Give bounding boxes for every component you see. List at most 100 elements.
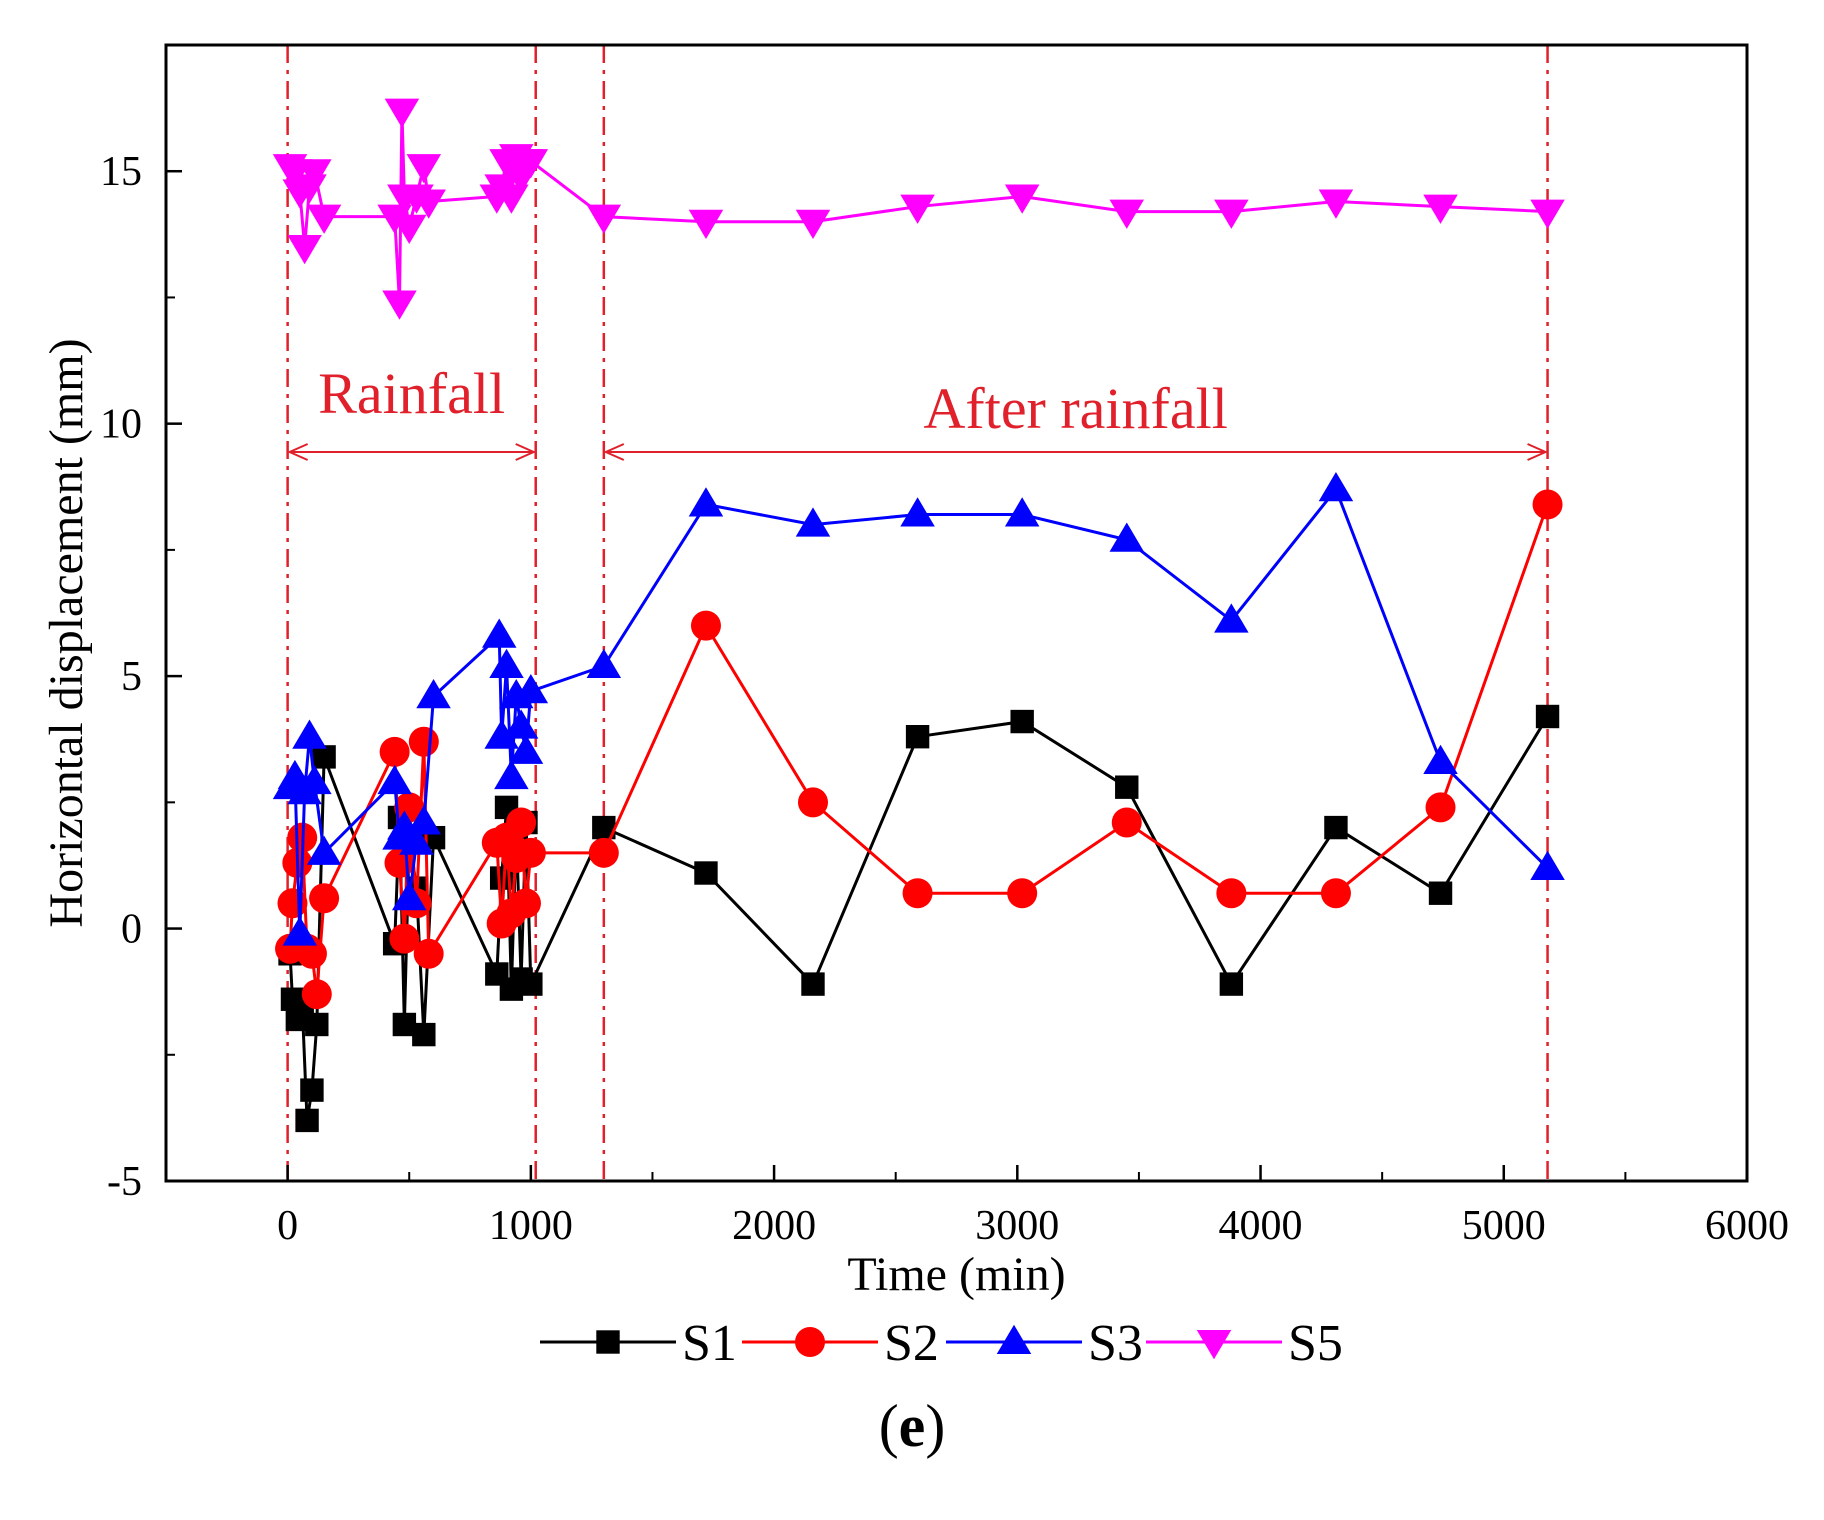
series-s5-point xyxy=(513,149,549,179)
series-s5-point xyxy=(1423,194,1458,224)
series-s1 xyxy=(278,704,1560,1133)
series-s1-point xyxy=(295,1108,319,1133)
series-s5-point xyxy=(1214,199,1249,229)
series-s2-point xyxy=(1216,878,1247,909)
series-s5-point xyxy=(900,194,935,224)
series-s3-point xyxy=(489,648,524,679)
series-s3-point xyxy=(513,674,549,704)
series-s2-point xyxy=(379,736,410,767)
series-s3-point xyxy=(399,825,434,855)
series-s5-point xyxy=(586,204,622,234)
series-s3-point xyxy=(1214,603,1249,633)
series-s1-point xyxy=(412,1022,436,1047)
series-s2-point xyxy=(588,837,619,868)
series-s3-point xyxy=(508,734,544,764)
rainfall-label: Rainfall xyxy=(318,361,505,426)
series-s3-point xyxy=(688,487,724,517)
legend-marker-s1 xyxy=(596,1330,620,1354)
series-s3-point xyxy=(406,805,442,835)
series-s2-point xyxy=(1320,878,1351,909)
legend-label-s2: S2 xyxy=(884,1315,939,1372)
series-s5-point xyxy=(1109,199,1145,229)
x-axis-label: Time (min) xyxy=(847,1248,1065,1301)
series-s2-line xyxy=(288,503,1549,995)
series-s1-point xyxy=(592,815,616,840)
series-s3-point xyxy=(377,764,412,795)
series-s2-point xyxy=(1425,792,1456,823)
series-s3-point xyxy=(1318,472,1354,502)
series-s3-point xyxy=(586,648,622,679)
legend-label-s3: S3 xyxy=(1088,1315,1143,1372)
series-s1-point xyxy=(1535,704,1560,729)
series-s2-point xyxy=(506,807,537,838)
series-s3-point xyxy=(503,709,539,739)
series-s1-point xyxy=(1324,815,1348,840)
y-tick-label: 0 xyxy=(121,907,142,953)
series-s2-point xyxy=(1532,489,1563,520)
after_rainfall-arrow-head-left xyxy=(603,443,625,461)
series-s1-point xyxy=(300,1078,324,1102)
series-s5-point xyxy=(494,184,529,214)
x-tick-label: 6000 xyxy=(1705,1203,1789,1249)
series-s1-point xyxy=(1010,709,1034,734)
x-tick-label: 3000 xyxy=(975,1203,1059,1249)
panel-label: (e) xyxy=(878,1393,946,1459)
series-s3-point xyxy=(1423,744,1458,774)
series-s3-point xyxy=(282,916,318,946)
series-s3 xyxy=(272,472,1565,946)
series-s3-point xyxy=(297,764,332,795)
x-tick-label: 2000 xyxy=(732,1203,816,1249)
series-s5-point xyxy=(391,214,427,245)
series-s2-point xyxy=(902,878,933,909)
series-s5-point xyxy=(287,234,322,265)
series-s3-point xyxy=(494,759,529,790)
y-axis-label: Horizontal displacement (mm) xyxy=(40,338,93,927)
x-tick-label: 0 xyxy=(277,1203,298,1249)
series-s3-point xyxy=(481,618,517,648)
series-s2-point xyxy=(1007,878,1038,909)
series-s2-point xyxy=(797,787,828,818)
series-s3-point xyxy=(292,719,327,749)
series-s2-point xyxy=(1111,807,1142,838)
series-s2-point xyxy=(296,938,327,969)
y-tick-label: -5 xyxy=(107,1159,142,1205)
series-s3-point xyxy=(1109,522,1145,552)
series-s3-line xyxy=(288,486,1549,934)
legend-marker-s5 xyxy=(1196,1330,1232,1360)
legend-marker-s2 xyxy=(795,1327,825,1357)
plot-frame xyxy=(164,43,1749,1183)
series-s5-point xyxy=(377,204,412,234)
series-s3-point xyxy=(1004,497,1040,527)
series-s1-point xyxy=(305,1012,329,1037)
series-s5-point xyxy=(297,159,332,189)
series-s2-point xyxy=(301,979,332,1010)
rainfall-arrow-head-left xyxy=(287,443,309,461)
series-s1-point xyxy=(519,972,543,996)
series-s5-point xyxy=(406,154,442,184)
series-s2-point xyxy=(510,888,541,919)
series-s1-point xyxy=(1115,775,1139,799)
after_rainfall-label: After rainfall xyxy=(924,376,1228,441)
series-s5-point xyxy=(382,290,417,320)
series-s5-point xyxy=(1004,184,1040,214)
after_rainfall-arrow-head-right xyxy=(1527,443,1549,461)
series-s5-point xyxy=(1318,189,1354,219)
y-tick-label: 5 xyxy=(121,654,142,700)
series-s5 xyxy=(272,98,1565,320)
series-s2-point xyxy=(413,938,444,969)
y-tick-label: 10 xyxy=(100,402,142,448)
x-tick-label: 4000 xyxy=(1219,1203,1303,1249)
series-s3-point xyxy=(1530,850,1565,880)
series-s1-point xyxy=(1428,881,1453,905)
series-s2-point xyxy=(389,923,420,954)
series-s3-point xyxy=(416,679,451,709)
legend-label-s1: S1 xyxy=(682,1315,737,1372)
x-tick-label: 1000 xyxy=(489,1203,573,1249)
series-s2-point xyxy=(690,610,721,641)
legend-marker-s3 xyxy=(996,1324,1032,1354)
rainfall-arrow-head-right xyxy=(515,443,537,461)
series-s2-point xyxy=(515,837,546,868)
series-s3-point xyxy=(900,497,935,527)
